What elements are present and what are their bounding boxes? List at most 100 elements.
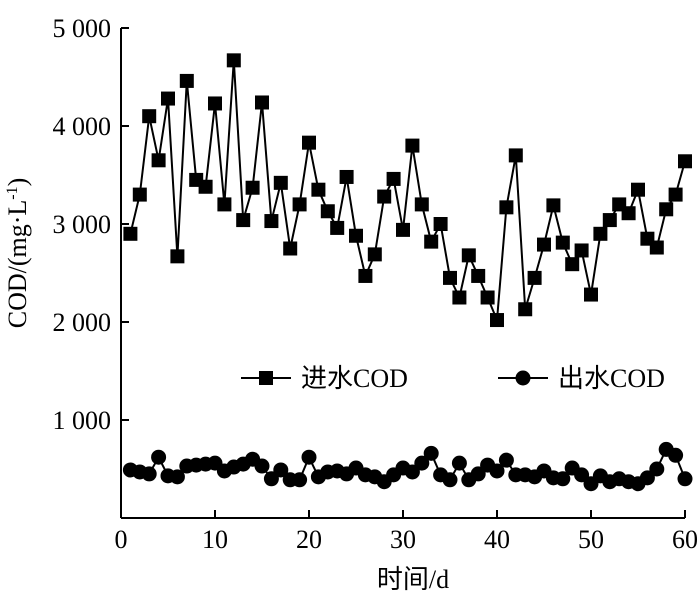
data-point [649, 240, 664, 255]
data-point [490, 313, 504, 328]
data-point [264, 214, 279, 229]
data-point [631, 182, 645, 197]
data-point [489, 463, 505, 479]
legend-item: 进水COD [241, 364, 408, 393]
y-axis-title-main: COD/(mg·L [3, 200, 32, 329]
axes: 1 000 2 000 3 000 4 000 5 000 0 10 20 30 40 50 60 时间… [3, 14, 698, 594]
data-point [668, 187, 683, 202]
x-tick-label: 0 [115, 525, 128, 554]
data-point [424, 234, 439, 249]
data-point [546, 198, 561, 213]
data-point [311, 182, 326, 197]
data-point [470, 466, 486, 482]
data-point [677, 471, 693, 487]
data-point [263, 471, 279, 487]
y-tick-label: 1 000 [53, 406, 112, 435]
data-point [555, 471, 571, 487]
data-point [208, 96, 222, 111]
x-axis-title: 时间/d [377, 565, 449, 594]
data-point [226, 53, 241, 68]
data-point [179, 73, 194, 88]
data-point [423, 445, 439, 461]
data-point [161, 91, 175, 106]
data-point [386, 171, 401, 186]
data-point [245, 180, 260, 195]
data-point [574, 243, 589, 258]
data-point [330, 220, 345, 235]
data-point [339, 169, 354, 184]
data-point [649, 461, 665, 477]
data-point [273, 462, 289, 478]
data-point [170, 249, 185, 264]
y-tick-label: 3 000 [53, 210, 112, 239]
y-axis-title-superscript: -1 [4, 186, 21, 199]
data-point [169, 469, 185, 485]
legend-marker [515, 370, 531, 386]
data-point [574, 467, 590, 483]
data-point [377, 189, 392, 204]
y-axis-title-close: ) [3, 178, 32, 187]
data-point [498, 452, 514, 468]
data-point [480, 290, 495, 305]
data-point [349, 228, 363, 243]
data-point [292, 197, 307, 212]
x-tick-label: 40 [484, 525, 510, 554]
data-point [602, 213, 617, 228]
data-point [555, 235, 570, 250]
x-tick-label: 30 [390, 525, 416, 554]
data-point [302, 135, 316, 150]
series-square [123, 53, 692, 328]
data-point [405, 138, 420, 153]
x-tick-label: 10 [202, 525, 228, 554]
plot-area [122, 53, 693, 492]
data-point [141, 466, 157, 482]
data-point [442, 472, 458, 488]
x-tick-label: 50 [578, 525, 604, 554]
legend: 进水COD 出水COD [241, 364, 665, 393]
y-tick-label: 5 000 [53, 14, 112, 43]
data-point [621, 206, 636, 221]
data-point [273, 175, 288, 190]
data-point [452, 290, 467, 305]
data-point [593, 226, 608, 241]
data-point [414, 455, 430, 471]
data-point [678, 154, 692, 169]
data-point [414, 197, 429, 212]
data-point [471, 268, 486, 283]
data-point [461, 248, 476, 263]
legend-item: 出水COD [498, 364, 665, 393]
data-point [451, 455, 467, 471]
data-point [499, 200, 514, 215]
data-point [396, 222, 410, 237]
data-point [254, 458, 270, 474]
data-point [198, 179, 213, 194]
data-point [142, 109, 157, 124]
data-point [584, 287, 598, 302]
data-point [518, 302, 533, 317]
data-point [123, 226, 138, 241]
y-axis-title: COD/(mg·L-1) [3, 178, 32, 329]
data-point [151, 153, 166, 168]
series-line [129, 60, 686, 321]
legend-label: 出水COD [558, 364, 665, 393]
data-point [292, 472, 308, 488]
y-tick-label: 4 000 [53, 112, 112, 141]
data-point [527, 270, 542, 285]
data-point [668, 447, 684, 463]
data-point [358, 268, 373, 283]
data-point [255, 95, 269, 110]
data-point [433, 217, 448, 231]
data-point [508, 148, 523, 163]
data-point [659, 202, 674, 217]
data-point [320, 204, 335, 219]
data-point [217, 197, 232, 212]
data-point [639, 470, 655, 486]
series-circle [122, 441, 693, 492]
data-point [537, 237, 551, 252]
data-point [565, 257, 580, 272]
data-point [132, 187, 147, 202]
data-point [151, 449, 167, 465]
data-point [283, 241, 298, 256]
legend-marker [259, 371, 273, 385]
